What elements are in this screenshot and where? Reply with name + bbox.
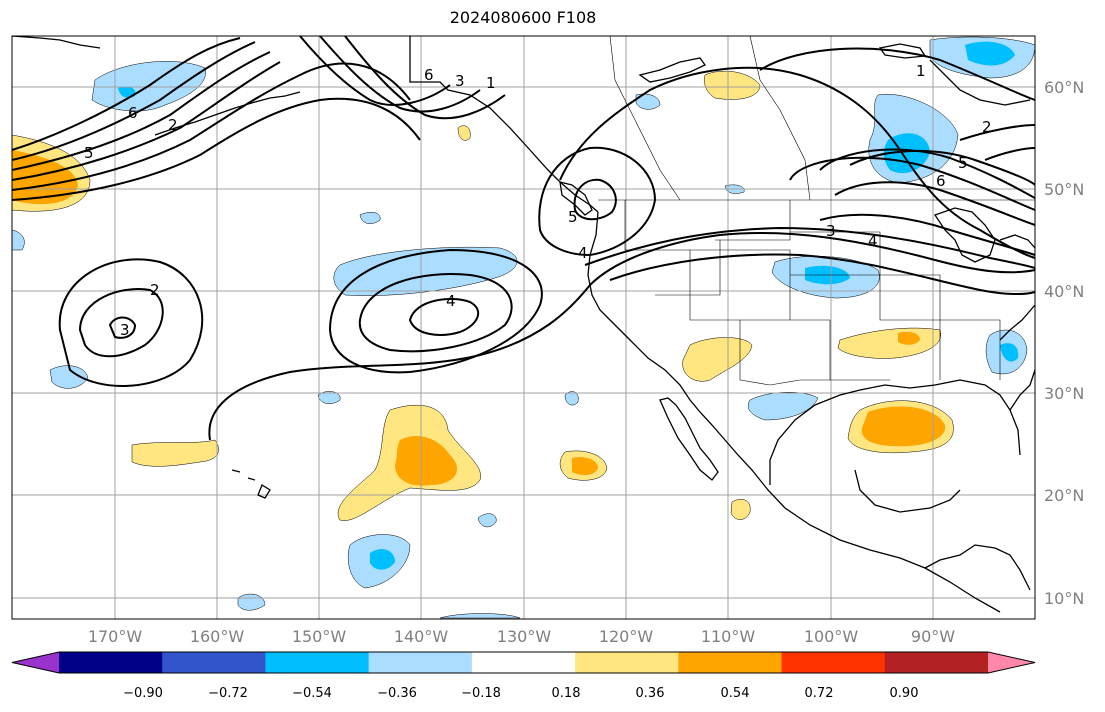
neg-field-small-8 bbox=[564, 391, 579, 406]
colorbar-segment bbox=[471, 652, 576, 673]
contour-label: 1 bbox=[916, 62, 926, 80]
colorbar-extend-min bbox=[12, 652, 59, 673]
lon-label: 170°W bbox=[88, 627, 143, 646]
lat-label: 20°N bbox=[1044, 486, 1084, 505]
lon-label: 140°W bbox=[394, 627, 449, 646]
lon-label: 160°W bbox=[190, 627, 245, 646]
contour-label: 4 bbox=[578, 244, 588, 262]
colorbar-segment bbox=[575, 652, 679, 673]
colorbar-extend-max bbox=[988, 652, 1035, 673]
lat-label: 30°N bbox=[1044, 384, 1084, 403]
colorbar-segment bbox=[59, 652, 163, 673]
map-frame bbox=[11, 35, 1036, 620]
colorbar-outline bbox=[11, 651, 1036, 674]
contour-label: 3 bbox=[120, 321, 130, 339]
contour-label: 6 bbox=[936, 172, 946, 190]
contour-label: 2 bbox=[150, 281, 160, 299]
pos-core-small-pacific bbox=[572, 457, 598, 476]
lon-labels: 170°W 160°W 150°W 140°W 130°W 120°W 110°… bbox=[88, 627, 955, 646]
contour-labels: 2 3 4 2 6 5 1 3 6 3 4 5 6 2 1 4 5 bbox=[84, 62, 992, 339]
colorbar-segment bbox=[162, 652, 266, 673]
lon-label: 120°W bbox=[599, 627, 654, 646]
contour-label: 6 bbox=[128, 104, 138, 122]
contour-label: 3 bbox=[826, 222, 836, 240]
pos-field-southwest bbox=[682, 337, 753, 382]
borders bbox=[598, 35, 1035, 386]
contours bbox=[11, 35, 1036, 441]
colorbar-tick-label: −0.36 bbox=[377, 686, 417, 701]
pos-core-plains bbox=[898, 331, 920, 345]
colorbar-segment bbox=[781, 652, 886, 673]
pos-core-west-edge bbox=[12, 150, 78, 205]
colorbar-segment bbox=[884, 652, 989, 673]
lon-label: 130°W bbox=[497, 627, 552, 646]
contour-label: 6 bbox=[424, 66, 434, 84]
lat-label: 50°N bbox=[1044, 180, 1084, 199]
neg-field-small-3 bbox=[635, 93, 661, 110]
colorbar-tick-label: 0.54 bbox=[721, 686, 750, 701]
pos-core-gulf bbox=[861, 406, 946, 447]
neg-field-small-5 bbox=[359, 212, 381, 224]
neg-field-small-2 bbox=[49, 365, 89, 389]
lat-label: 60°N bbox=[1044, 78, 1084, 97]
neg-field-small-4 bbox=[11, 229, 25, 251]
map-title: 2024080600 F108 bbox=[449, 8, 597, 27]
colorbar-tick-label: −0.72 bbox=[208, 686, 248, 701]
pos-field-mexico bbox=[730, 499, 751, 520]
colorbar-tick-label: −0.90 bbox=[123, 686, 163, 701]
colorbar-tick-label: −0.18 bbox=[461, 686, 501, 701]
pos-field-alaska bbox=[457, 125, 471, 141]
lon-label: 110°W bbox=[701, 627, 756, 646]
pos-core-central-pacific bbox=[395, 435, 458, 486]
contour-label: 4 bbox=[868, 232, 878, 250]
colorbar-tick-label: 0.90 bbox=[890, 686, 919, 701]
pos-field-hawaii bbox=[131, 439, 219, 467]
contour-label: 4 bbox=[446, 292, 456, 310]
colorbar-tick-label: 0.36 bbox=[636, 686, 665, 701]
contour-label: 5 bbox=[958, 154, 968, 172]
colorbar-tick-label: 0.72 bbox=[805, 686, 834, 701]
lat-label: 40°N bbox=[1044, 282, 1084, 301]
lat-labels: 60°N 50°N 40°N 30°N 20°N 10°N bbox=[1044, 78, 1084, 608]
colorbar-segment bbox=[678, 652, 783, 673]
colorbar-tick-label: 0.18 bbox=[552, 686, 581, 701]
lon-label: 90°W bbox=[911, 627, 955, 646]
neg-field-south bbox=[439, 613, 521, 619]
neg-core-aleutians bbox=[118, 86, 136, 98]
graticule bbox=[12, 36, 1035, 619]
contour-label: 2 bbox=[168, 116, 178, 134]
colorbar-tick-label: −0.54 bbox=[292, 686, 332, 701]
neg-field-small-6 bbox=[317, 391, 341, 404]
contour-label: 1 bbox=[486, 74, 496, 92]
lon-label: 150°W bbox=[292, 627, 347, 646]
neg-core-tropical bbox=[370, 549, 395, 570]
neg-field-small-7 bbox=[477, 513, 497, 528]
contour-label: 5 bbox=[84, 144, 94, 162]
neg-field-texas bbox=[747, 391, 819, 421]
contour-label: 3 bbox=[455, 72, 465, 90]
neg-core-hudson bbox=[965, 41, 1015, 66]
colorbar-segment bbox=[368, 652, 473, 673]
lon-label: 100°W bbox=[804, 627, 859, 646]
lat-label: 10°N bbox=[1044, 589, 1084, 608]
neg-core-southeast bbox=[1000, 343, 1019, 362]
colorbar bbox=[11, 651, 1036, 674]
contour-label: 2 bbox=[982, 118, 992, 136]
colorbar-segment bbox=[265, 652, 370, 673]
colorbar-labels: −0.90 −0.72 −0.54 −0.36 −0.18 0.18 0.36 … bbox=[123, 686, 918, 701]
contour-label: 5 bbox=[568, 208, 578, 226]
